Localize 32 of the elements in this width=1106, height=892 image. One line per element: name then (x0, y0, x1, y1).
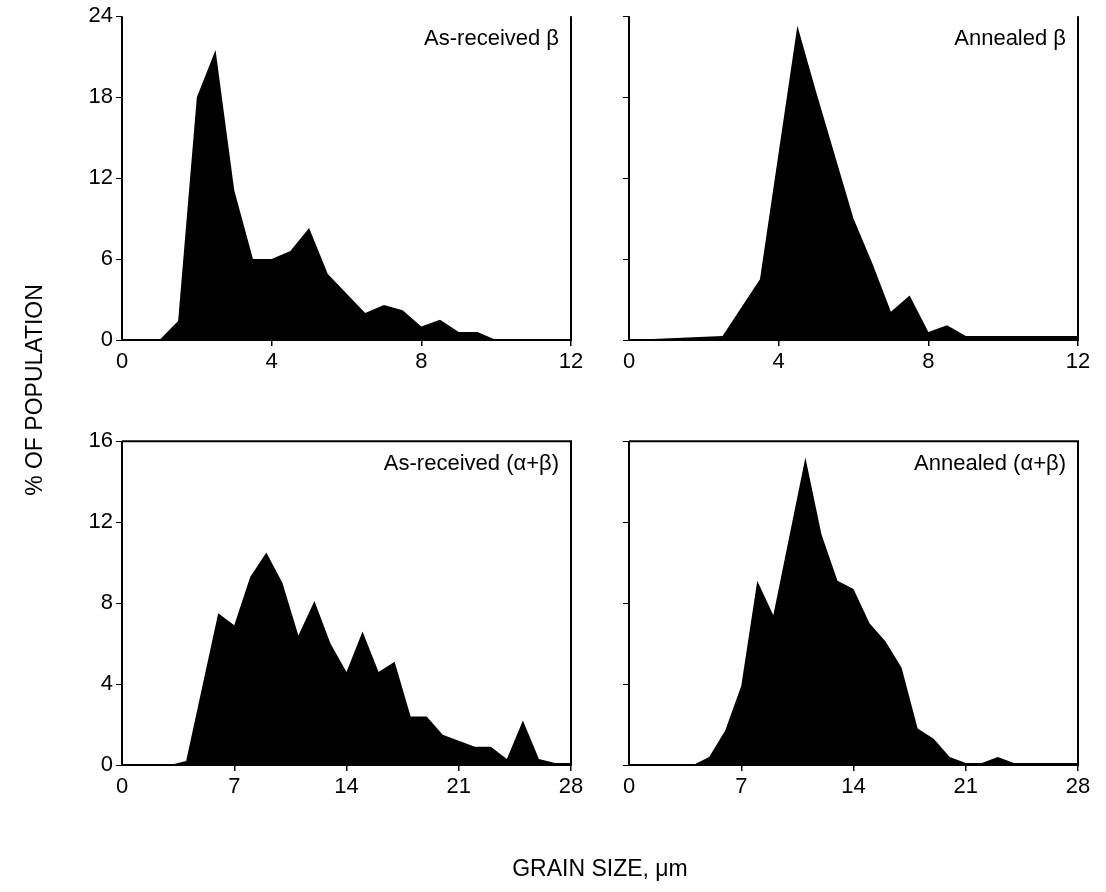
x-tick-label: 14 (841, 773, 866, 799)
x-tick-label: 7 (735, 773, 748, 799)
x-tick-label: 0 (622, 773, 636, 799)
x-tick-label: 4 (265, 348, 278, 374)
x-tick-label: 28 (558, 773, 584, 799)
y-tick-label: 24 (88, 2, 113, 28)
annotation: Annealed (α+β) (914, 450, 1066, 476)
y-tick-label: 8 (100, 589, 113, 615)
annotation: As-received β (424, 25, 559, 51)
x-tick-label: 12 (558, 348, 584, 374)
x-tick-label: 0 (622, 348, 636, 374)
y-tick-label: 4 (100, 670, 113, 696)
x-tick-label: 12 (1065, 348, 1091, 374)
annotation: As-received (α+β) (383, 450, 559, 476)
y-tick-label: 0 (100, 326, 113, 352)
y-tick-label: 12 (88, 164, 113, 190)
x-tick-label: 8 (415, 348, 428, 374)
y-tick-label: 16 (88, 427, 113, 453)
x-tick-label: 14 (334, 773, 359, 799)
x-axis-title: GRAIN SIZE, μm (512, 855, 688, 882)
x-tick-label: 8 (922, 348, 935, 374)
y-tick-label: 0 (100, 751, 113, 777)
x-tick-label: 7 (228, 773, 241, 799)
y-tick-label: 18 (88, 83, 113, 109)
y-tick-label: 6 (100, 245, 113, 271)
x-tick-label: 21 (953, 773, 978, 799)
x-tick-label: 28 (1065, 773, 1091, 799)
x-tick-label: 4 (772, 348, 785, 374)
y-axis-title: % OF POPULATION (20, 284, 48, 496)
annotation: Annealed β (954, 25, 1066, 51)
x-tick-label: 21 (446, 773, 471, 799)
y-tick-label: 12 (88, 508, 113, 534)
